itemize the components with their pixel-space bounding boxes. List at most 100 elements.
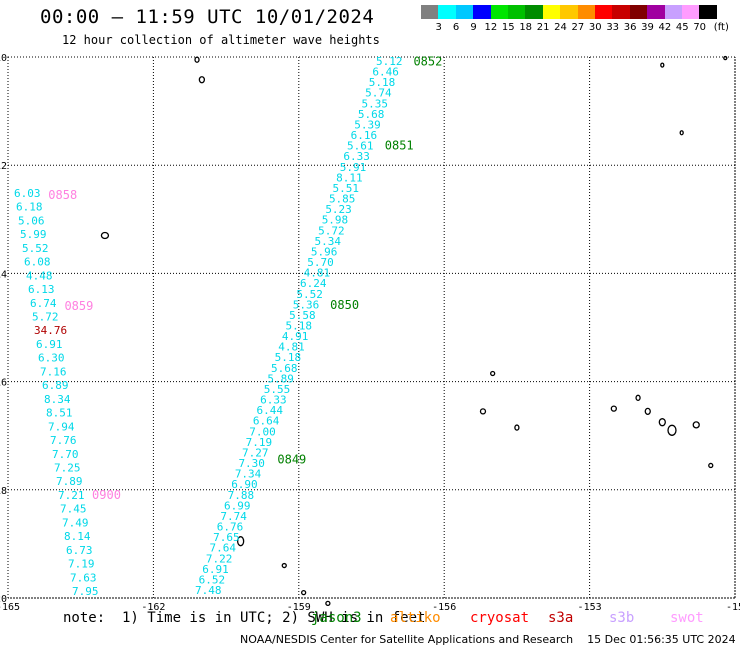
wave-height-value: 5.23 [325, 203, 352, 216]
wave-height-value: 5.91 [340, 161, 367, 174]
wave-height-value: 6.90 [231, 478, 258, 491]
wave-height-value: 6.89 [42, 379, 69, 392]
map-title: 00:00 — 11:59 UTC 10/01/2024 [40, 6, 375, 28]
wave-height-value: 5.55 [264, 383, 291, 396]
legend-label: 18 [519, 22, 533, 33]
legend-label: 24 [554, 22, 567, 33]
satellite-label-swot: swot [670, 610, 704, 626]
wave-height-value: 6.52 [199, 573, 226, 586]
wave-height-value: 4.81 [304, 267, 331, 280]
pass-time-label: 0852 [413, 55, 442, 69]
footer-credit: NOAA/NESDIS Center for Satellite Applica… [240, 633, 736, 646]
legend-label: 3 [435, 22, 442, 33]
island-outline [667, 424, 677, 436]
wave-height-value: 6.33 [260, 394, 287, 407]
wave-height-value: 7.89 [56, 475, 83, 488]
lat-label: -18 [0, 486, 7, 497]
lon-label: -165 [0, 602, 20, 613]
wave-height-value: 5.52 [22, 242, 49, 255]
wave-height-value: 7.94 [48, 420, 75, 433]
wave-height-value: 6.03 [14, 187, 41, 200]
legend-label: 42 [658, 22, 672, 33]
wave-height-value: 7.76 [50, 434, 77, 447]
wave-height-value: 7.63 [70, 571, 97, 584]
wave-height-value: 5.34 [314, 235, 341, 248]
island-outline [479, 408, 487, 415]
wave-height-value: 6.74 [30, 297, 57, 310]
wave-height-value: 5.74 [365, 87, 392, 100]
pass-time-label: 0849 [277, 452, 306, 466]
island-outline [236, 536, 245, 547]
lat-label: -20 [0, 594, 7, 605]
legend-swatch [577, 5, 596, 19]
pass-time-label: 0851 [385, 139, 414, 153]
wave-height-value: 6.08 [24, 256, 51, 269]
wave-height-value: 5.36 [293, 298, 320, 311]
wave-height-value: 34.76 [34, 324, 67, 337]
island-outline [300, 589, 307, 596]
island-outline [198, 76, 206, 84]
satellite-label-jason3: jason3 [311, 610, 362, 626]
island-outline [490, 370, 496, 377]
island-outline [610, 405, 617, 412]
satellite-label-s3b: s3b [609, 610, 635, 626]
legend-swatch [699, 5, 718, 19]
legend-swatch [612, 5, 631, 19]
wave-height-value: 5.58 [289, 309, 316, 322]
pass-time-label: 0858 [48, 188, 77, 202]
legend-label: 15 [501, 22, 515, 33]
lon-label: -162 [141, 602, 165, 613]
wave-height-value: 6.24 [300, 277, 327, 290]
wave-height-value: 7.21 [58, 489, 85, 502]
wave-height-value: 6.13 [28, 283, 55, 296]
legend-swatch [490, 5, 509, 19]
wave-height-value: 4.81 [278, 341, 305, 354]
wave-height-value: 7.64 [209, 542, 236, 555]
wave-height-value: 5.35 [362, 97, 389, 110]
wave-height-value: 5.06 [18, 214, 45, 227]
lon-label: -153 [578, 602, 602, 613]
wave-height-value: 6.99 [224, 499, 251, 512]
island-outline [514, 424, 520, 431]
wave-height-value: 7.70 [52, 448, 79, 461]
wave-height-value: 7.16 [40, 365, 67, 378]
wave-height-value: 6.16 [351, 129, 378, 142]
wave-height-value: 7.19 [246, 436, 273, 449]
lat-label: -14 [0, 269, 7, 280]
legend-label: 21 [536, 22, 550, 33]
wave-height-value: 5.72 [32, 311, 59, 324]
legend-label: 6 [452, 22, 460, 33]
island-outline [658, 418, 666, 427]
wave-height-value: 6.30 [38, 352, 65, 365]
wave-height-value: 4.48 [26, 269, 53, 282]
wave-height-value: 8.11 [336, 171, 363, 184]
wave-height-value: 7.45 [60, 503, 87, 516]
wave-height-value: 8.51 [46, 407, 73, 420]
wave-height-value: 7.65 [213, 531, 240, 544]
wave-height-value: 5.70 [307, 256, 334, 269]
wave-height-value: 7.74 [220, 510, 247, 523]
island-outline [679, 130, 684, 136]
wave-height-value: 4.91 [282, 330, 309, 343]
legend-swatch [455, 5, 474, 19]
wave-height-value: 8.14 [64, 530, 91, 543]
wave-height-value: 5.85 [329, 193, 356, 206]
lon-label: -15 [726, 602, 740, 613]
legend-label: 12 [484, 22, 498, 33]
pass-time-label: 0900 [92, 488, 121, 502]
legend-swatch [508, 5, 526, 19]
wave-height-value: 5.39 [354, 118, 381, 131]
wave-height-value: 6.64 [253, 415, 280, 428]
legend-swatch [629, 5, 648, 19]
satellite-label-cryosat: cryosat [470, 610, 530, 626]
wave-height-value: 6.18 [16, 201, 43, 214]
lon-label: -156 [432, 602, 456, 613]
legend-label: 27 [571, 22, 585, 33]
satellite-label-altiko: altiko [390, 610, 441, 626]
legend-swatch [438, 5, 457, 19]
wave-height-value: 6.46 [372, 66, 399, 79]
wave-height-value: 5.18 [369, 76, 396, 89]
wave-height-value: 5.68 [271, 362, 298, 375]
wave-height-value: 5.89 [267, 372, 294, 385]
